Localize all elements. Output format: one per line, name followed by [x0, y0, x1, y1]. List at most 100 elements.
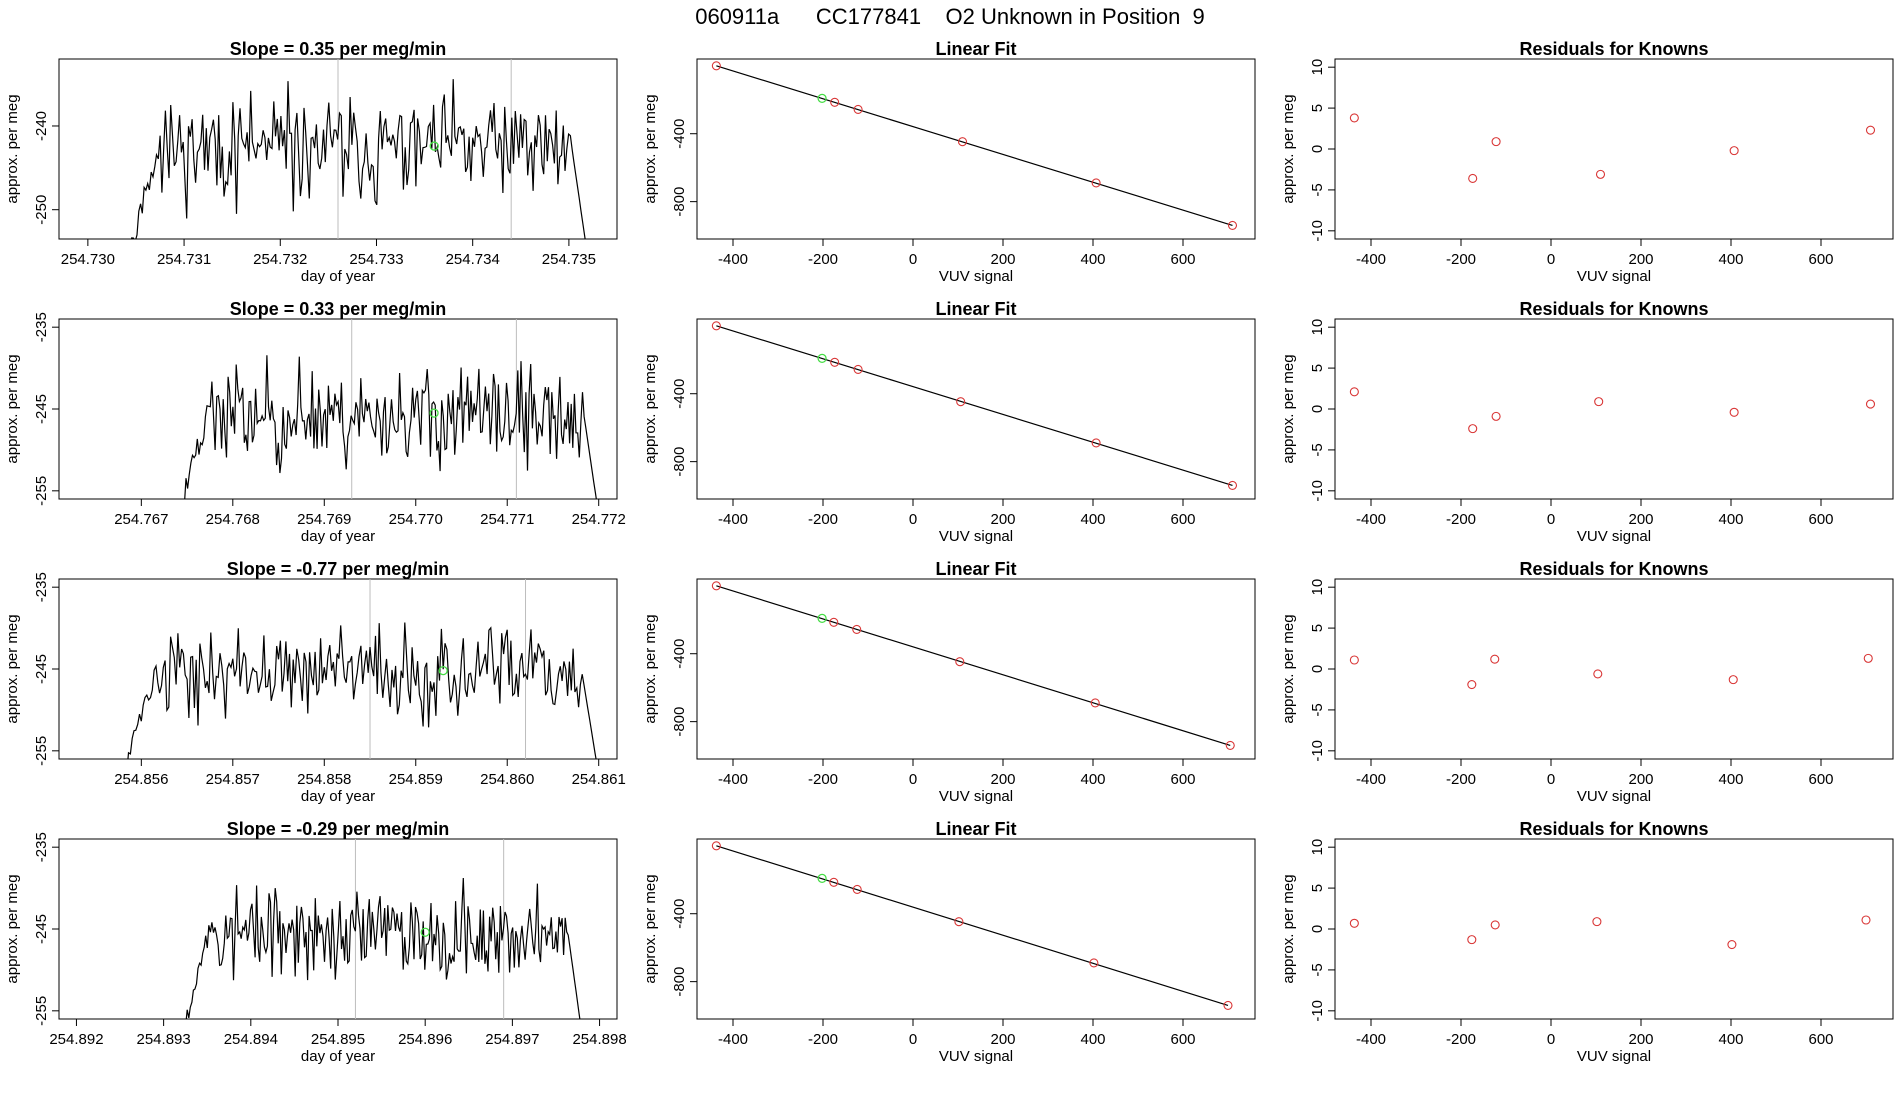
plot-frame	[696, 838, 1256, 1020]
y-tick-label: -255	[33, 476, 50, 506]
x-tick-label: 254.769	[297, 511, 351, 528]
x-tick-label: 200	[990, 1031, 1015, 1048]
data-point	[829, 617, 839, 627]
data-point	[1225, 740, 1235, 750]
chart-title: Slope = 0.33 per meg/min	[230, 299, 447, 319]
y-tick-label: -400	[671, 379, 688, 409]
x-tick-label: 600	[1170, 511, 1195, 528]
x-axis-label: VUV signal	[1577, 1048, 1651, 1065]
y-axis-label: approx. per meg	[1280, 874, 1297, 983]
plot-frame	[1334, 318, 1894, 500]
x-tick-label: -400	[718, 511, 748, 528]
plot-area	[185, 839, 581, 1019]
x-tick-label: 600	[1808, 251, 1833, 268]
plot-area	[711, 61, 1238, 230]
x-tick-label: 600	[1808, 511, 1833, 528]
x-tick-label: 200	[990, 771, 1015, 788]
y-tick-label: -10	[1309, 220, 1326, 242]
y-tick-label: -245	[33, 394, 50, 424]
x-tick-label: 254.734	[446, 251, 500, 268]
x-tick-label: 400	[1080, 251, 1105, 268]
fit-line	[716, 65, 1233, 226]
plot-frame	[696, 58, 1256, 240]
chart-title: Residuals for Knowns	[1519, 299, 1708, 319]
plot-frame	[696, 578, 1256, 760]
data-point	[1729, 146, 1739, 156]
x-tick-label: 254.772	[572, 511, 626, 528]
y-tick-label: -250	[33, 195, 50, 225]
data-point	[1594, 397, 1604, 407]
data-point	[1227, 480, 1238, 490]
data-point	[1491, 411, 1501, 421]
data-point	[1865, 399, 1876, 409]
data-point	[956, 397, 966, 407]
unknown-point	[817, 353, 827, 364]
y-axis-label: approx. per meg	[4, 354, 21, 463]
x-tick-label: 0	[909, 511, 917, 528]
x-tick-label: -200	[1446, 251, 1476, 268]
x-axis-label: VUV signal	[939, 788, 1013, 805]
y-axis-label: approx. per meg	[1280, 94, 1297, 203]
data-point	[1223, 1000, 1233, 1010]
y-tick-label: -400	[671, 119, 688, 149]
chart-panel-r3-c3: Residuals for Knowns -400 -200 0 200 400 600 -1…	[1280, 559, 1894, 805]
chart-panel-r4-c3: Residuals for Knowns -400 -200 0 200 400 600 -1…	[1280, 819, 1894, 1065]
x-tick-label: 254.861	[572, 771, 626, 788]
series-line	[130, 79, 586, 239]
chart-title: Residuals for Knowns	[1519, 819, 1708, 839]
data-point	[1490, 654, 1500, 664]
x-tick-label: 254.768	[206, 511, 260, 528]
data-point	[830, 97, 840, 107]
x-tick-label: 254.767	[114, 511, 168, 528]
x-tick-label: 254.897	[485, 1031, 539, 1048]
data-point	[1227, 220, 1238, 230]
series-line	[185, 877, 581, 1019]
y-tick-label: -240	[33, 111, 50, 141]
y-tick-label: 0	[1309, 665, 1326, 673]
y-tick-label: 10	[1309, 839, 1326, 856]
chart-title: Slope = -0.77 per meg/min	[227, 559, 450, 579]
y-tick-label: -800	[671, 967, 688, 997]
chart-title: Linear Fit	[935, 819, 1016, 839]
x-tick-label: 0	[1547, 251, 1555, 268]
y-tick-label: -10	[1309, 1000, 1326, 1022]
fit-line	[716, 585, 1231, 746]
x-tick-label: 254.770	[389, 511, 443, 528]
unknown-point	[817, 613, 827, 624]
data-point	[1467, 679, 1477, 690]
unknown-point	[817, 873, 827, 884]
chart-panel-r2-c2: Linear Fit -400 -200 0 200 400 600 -800 -400 VUV …	[642, 299, 1256, 545]
y-tick-label: -235	[33, 572, 50, 602]
chart-title: Residuals for Knowns	[1519, 39, 1708, 59]
plot-frame	[1334, 58, 1894, 240]
data-point	[1468, 173, 1478, 184]
y-tick-label: -800	[671, 447, 688, 477]
y-tick-label: 0	[1309, 145, 1326, 153]
data-point	[711, 321, 721, 331]
data-point	[1090, 698, 1100, 708]
y-axis-label: approx. per meg	[642, 874, 659, 983]
x-axis-label: VUV signal	[939, 268, 1013, 285]
plot-area	[711, 581, 1235, 750]
x-tick-label: 254.771	[480, 511, 534, 528]
x-tick-label: 600	[1170, 251, 1195, 268]
x-tick-label: 600	[1808, 1031, 1833, 1048]
x-tick-label: 400	[1718, 511, 1743, 528]
x-tick-label: 0	[909, 771, 917, 788]
x-tick-label: 200	[990, 511, 1015, 528]
chart-panel-r1-c3: Residuals for Knowns -400 -200 0 200 400 600 -1…	[1280, 39, 1894, 285]
x-tick-label: -400	[1356, 771, 1386, 788]
data-point	[954, 917, 964, 927]
data-point	[1861, 915, 1871, 925]
y-tick-label: -5	[1309, 963, 1326, 976]
y-axis-label: approx. per meg	[642, 614, 659, 723]
x-tick-label: 254.730	[61, 251, 115, 268]
plot-area	[711, 841, 1233, 1010]
data-point	[1595, 169, 1606, 179]
chart-panel-r3-c2: Linear Fit -400 -200 0 200 400 600 -800 -400 VUV …	[642, 559, 1256, 805]
data-point	[1349, 387, 1359, 397]
data-point	[1091, 438, 1101, 448]
unknown-point	[429, 141, 439, 151]
